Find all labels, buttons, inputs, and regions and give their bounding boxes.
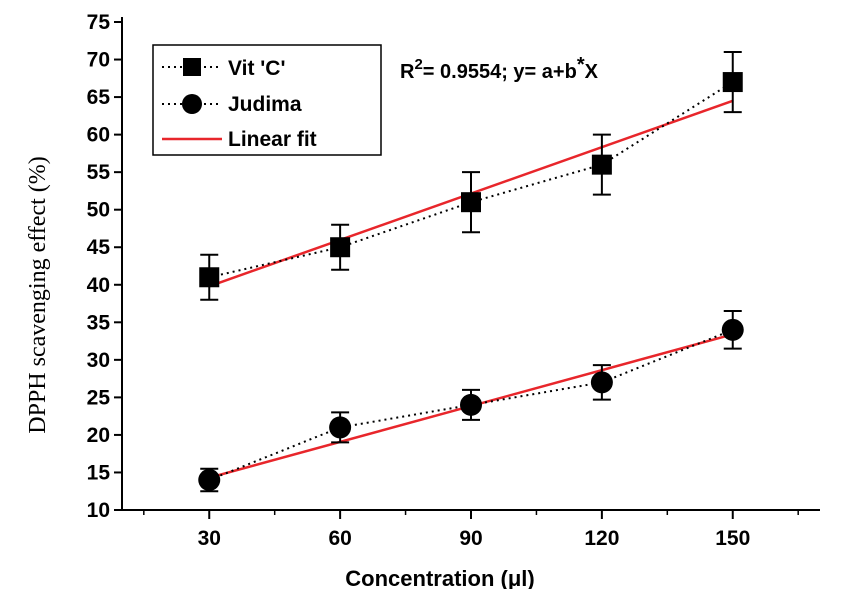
y-tick-label: 30 <box>87 349 110 372</box>
legend-label-judima: Judima <box>228 93 302 116</box>
legend: Vit 'C' Judima Linear fit <box>152 44 382 156</box>
legend-marker-judima <box>182 94 202 114</box>
data-point-circle <box>460 393 482 416</box>
data-point-square <box>722 72 743 93</box>
legend-label-fit: Linear fit <box>228 128 317 151</box>
x-tick-label: 60 <box>328 527 351 550</box>
data-point-circle <box>329 416 352 439</box>
annotation-tail: X <box>585 61 599 83</box>
data-point-circle <box>198 468 221 491</box>
y-tick-label: 65 <box>87 86 111 109</box>
data-point-square <box>591 154 612 175</box>
x-tick-label: 30 <box>198 527 221 550</box>
data-point-square <box>330 237 351 258</box>
annotation-superscript: 2 <box>414 56 422 73</box>
y-tick-label: 60 <box>87 124 110 147</box>
x-axis-label: Concentration (μl) <box>345 566 534 589</box>
y-tick-label: 25 <box>87 386 111 409</box>
x-tick-label: 90 <box>459 527 482 550</box>
annotation-star: * <box>577 54 585 76</box>
y-tick-label: 70 <box>87 49 110 72</box>
axes: 10 15 20 25 30 35 40 45 50 55 60 65 70 75 30 60 90 120 150 <box>87 11 820 550</box>
markers <box>198 72 744 491</box>
annotation-prefix: R <box>400 61 415 83</box>
fit-lines <box>208 99 734 479</box>
x-tick-label: 150 <box>715 527 750 550</box>
y-tick-label: 40 <box>87 274 110 297</box>
y-tick-label: 50 <box>87 199 110 222</box>
y-tick-label: 10 <box>87 499 110 522</box>
y-axis-label: DPPH scavenging effect (%) <box>25 156 51 433</box>
data-point-square <box>461 192 481 213</box>
y-tick-label: 20 <box>87 424 110 447</box>
y-tick-label: 75 <box>87 11 111 34</box>
y-tick-label: 15 <box>87 461 111 484</box>
fit-annotation: R2= 0.9554; y= a+b*X <box>400 54 599 83</box>
data-point-square <box>199 267 220 288</box>
y-tick-label: 55 <box>87 161 111 184</box>
data-point-circle <box>590 371 613 394</box>
annotation-text: = 0.9554; y= a+b <box>423 61 577 83</box>
legend-label-vitc: Vit 'C' <box>228 57 285 80</box>
legend-marker-vitc <box>183 58 201 76</box>
data-point-circle <box>721 318 744 341</box>
x-tick-label: 120 <box>584 527 619 550</box>
y-tick-label: 45 <box>87 236 111 259</box>
y-tick-label: 35 <box>87 311 111 334</box>
